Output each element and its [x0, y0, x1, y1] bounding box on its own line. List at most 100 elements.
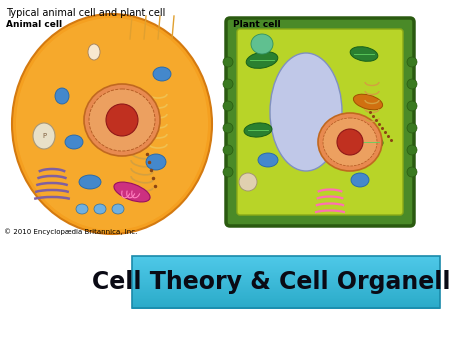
Bar [132, 285, 440, 286]
Circle shape [407, 145, 417, 155]
Ellipse shape [244, 123, 272, 137]
Bar [132, 306, 440, 308]
Bar [132, 281, 440, 283]
Bar [132, 265, 440, 266]
Bar [132, 260, 440, 261]
Bar [132, 262, 440, 263]
Circle shape [337, 129, 363, 155]
Circle shape [407, 79, 417, 89]
Ellipse shape [353, 94, 382, 110]
Bar [132, 266, 440, 268]
Circle shape [223, 79, 233, 89]
Bar [132, 274, 440, 275]
Bar [132, 280, 440, 282]
FancyBboxPatch shape [237, 29, 403, 215]
Ellipse shape [318, 113, 382, 171]
Circle shape [407, 167, 417, 177]
Bar [132, 298, 440, 300]
Bar [132, 306, 440, 307]
Bar [132, 301, 440, 303]
Text: Plant cell: Plant cell [233, 20, 281, 29]
Bar [132, 277, 440, 279]
Bar [132, 279, 440, 280]
Text: P: P [42, 133, 46, 139]
Bar [132, 294, 440, 295]
Circle shape [223, 57, 233, 67]
Bar [132, 286, 440, 287]
Bar [132, 280, 440, 281]
Bar [132, 277, 440, 278]
Bar [132, 293, 440, 295]
Ellipse shape [246, 52, 278, 68]
Ellipse shape [112, 204, 124, 214]
Circle shape [407, 123, 417, 133]
Bar [132, 289, 440, 290]
Text: Animal cell: Animal cell [6, 20, 62, 29]
Circle shape [223, 167, 233, 177]
Bar [132, 305, 440, 306]
Bar [132, 267, 440, 269]
Bar [132, 258, 440, 259]
Bar [132, 263, 440, 264]
Ellipse shape [84, 84, 160, 156]
Ellipse shape [153, 67, 171, 81]
Bar [132, 269, 440, 270]
Bar [132, 260, 440, 262]
Ellipse shape [12, 14, 212, 234]
Bar [132, 297, 440, 298]
Bar [132, 261, 440, 263]
Ellipse shape [94, 204, 106, 214]
Bar [132, 275, 440, 276]
Ellipse shape [270, 53, 342, 171]
Circle shape [407, 101, 417, 111]
Bar [132, 272, 440, 274]
Ellipse shape [89, 89, 155, 151]
Bar [132, 291, 440, 292]
Bar [132, 283, 440, 284]
Text: Cell Theory & Cell Organelles: Cell Theory & Cell Organelles [92, 270, 450, 294]
Ellipse shape [65, 135, 83, 149]
Ellipse shape [88, 44, 100, 60]
Ellipse shape [323, 118, 377, 166]
Bar [132, 270, 440, 271]
Bar [132, 287, 440, 289]
Circle shape [223, 101, 233, 111]
Bar [132, 286, 440, 288]
Ellipse shape [350, 47, 378, 61]
Bar [132, 276, 440, 277]
Bar [132, 271, 440, 272]
Circle shape [223, 123, 233, 133]
Circle shape [407, 57, 417, 67]
Bar [132, 307, 440, 309]
Ellipse shape [239, 173, 257, 191]
Ellipse shape [16, 18, 208, 230]
Ellipse shape [79, 175, 101, 189]
Ellipse shape [33, 123, 55, 149]
Bar [132, 288, 440, 289]
Bar [132, 282, 440, 283]
Bar [0, 0, 450, 248]
Ellipse shape [251, 34, 273, 54]
Bar [132, 266, 440, 267]
Ellipse shape [351, 173, 369, 187]
FancyBboxPatch shape [226, 18, 414, 226]
Ellipse shape [357, 135, 383, 149]
Bar [132, 272, 440, 273]
Ellipse shape [76, 204, 88, 214]
Bar [132, 273, 440, 275]
Text: © 2010 Encyclopædia Britannica, Inc.: © 2010 Encyclopædia Britannica, Inc. [4, 228, 137, 235]
Circle shape [106, 104, 138, 136]
Text: Typical animal cell and plant cell: Typical animal cell and plant cell [6, 8, 166, 18]
Bar [132, 295, 440, 296]
Bar [132, 259, 440, 260]
Bar [132, 297, 440, 299]
Bar [132, 264, 440, 265]
Bar [132, 302, 440, 303]
Bar [132, 256, 440, 257]
Bar [132, 299, 440, 301]
Ellipse shape [146, 154, 166, 170]
Bar [132, 303, 440, 304]
Bar [132, 292, 440, 293]
Ellipse shape [55, 88, 69, 104]
Bar [132, 257, 440, 258]
